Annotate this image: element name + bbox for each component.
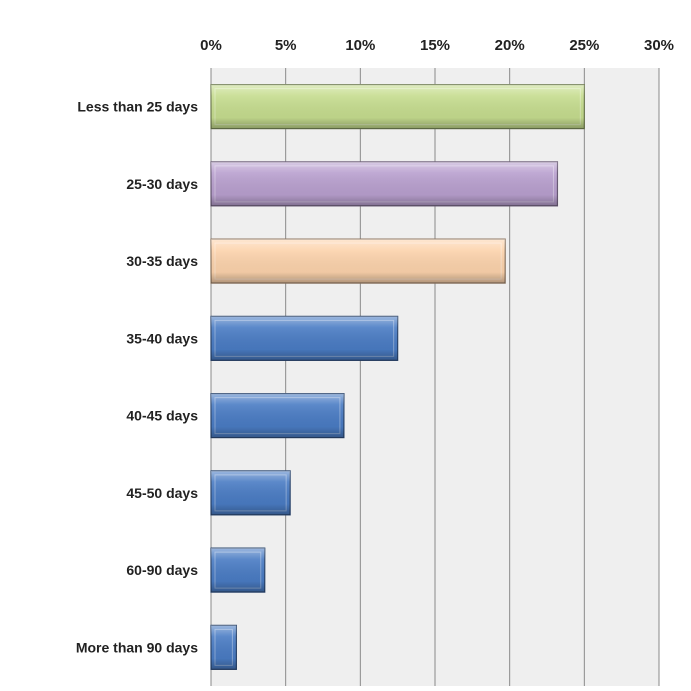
bar-gloss bbox=[211, 625, 237, 670]
bar-3 bbox=[210, 238, 506, 284]
x-tick-label-5: 5% bbox=[275, 37, 297, 54]
x-axis-tick-labels: 0% 5% 10% 15% 20% 25% 30% bbox=[200, 37, 674, 54]
category-label-45-50: 45-50 days bbox=[126, 485, 198, 501]
x-tick-label-15: 15% bbox=[420, 37, 450, 54]
x-tick-label-0: 0% bbox=[200, 37, 222, 54]
bar-1 bbox=[210, 84, 585, 130]
bars bbox=[210, 84, 585, 670]
category-label-35-40: 35-40 days bbox=[126, 330, 198, 346]
category-label-40-45: 40-45 days bbox=[126, 408, 198, 424]
x-tick-label-25: 25% bbox=[569, 37, 599, 54]
bar-4 bbox=[210, 315, 399, 361]
bar-gloss bbox=[211, 84, 585, 129]
bar-gloss bbox=[211, 470, 291, 515]
bar-gloss bbox=[211, 239, 506, 284]
bar-5 bbox=[210, 393, 345, 439]
category-label-25-30: 25-30 days bbox=[126, 176, 198, 192]
category-label-60-90: 60-90 days bbox=[126, 562, 198, 578]
bar-gloss bbox=[211, 548, 265, 593]
x-tick-label-30: 30% bbox=[644, 37, 674, 54]
bar-gloss bbox=[211, 316, 398, 361]
bar-6 bbox=[210, 470, 291, 516]
bar-8 bbox=[210, 624, 237, 670]
x-tick-label-10: 10% bbox=[345, 37, 375, 54]
category-label-more-than-90: More than 90 days bbox=[76, 639, 198, 655]
x-tick-label-20: 20% bbox=[495, 37, 525, 54]
bar-gloss bbox=[211, 393, 344, 438]
category-label-less-than-25: Less than 25 days bbox=[77, 99, 198, 115]
category-label-30-35: 30-35 days bbox=[126, 253, 198, 269]
y-axis-category-labels: Less than 25 days 25-30 days 30-35 days … bbox=[76, 99, 198, 656]
bar-2 bbox=[210, 161, 559, 207]
bar-7 bbox=[210, 547, 266, 593]
bar-gloss bbox=[211, 161, 558, 206]
